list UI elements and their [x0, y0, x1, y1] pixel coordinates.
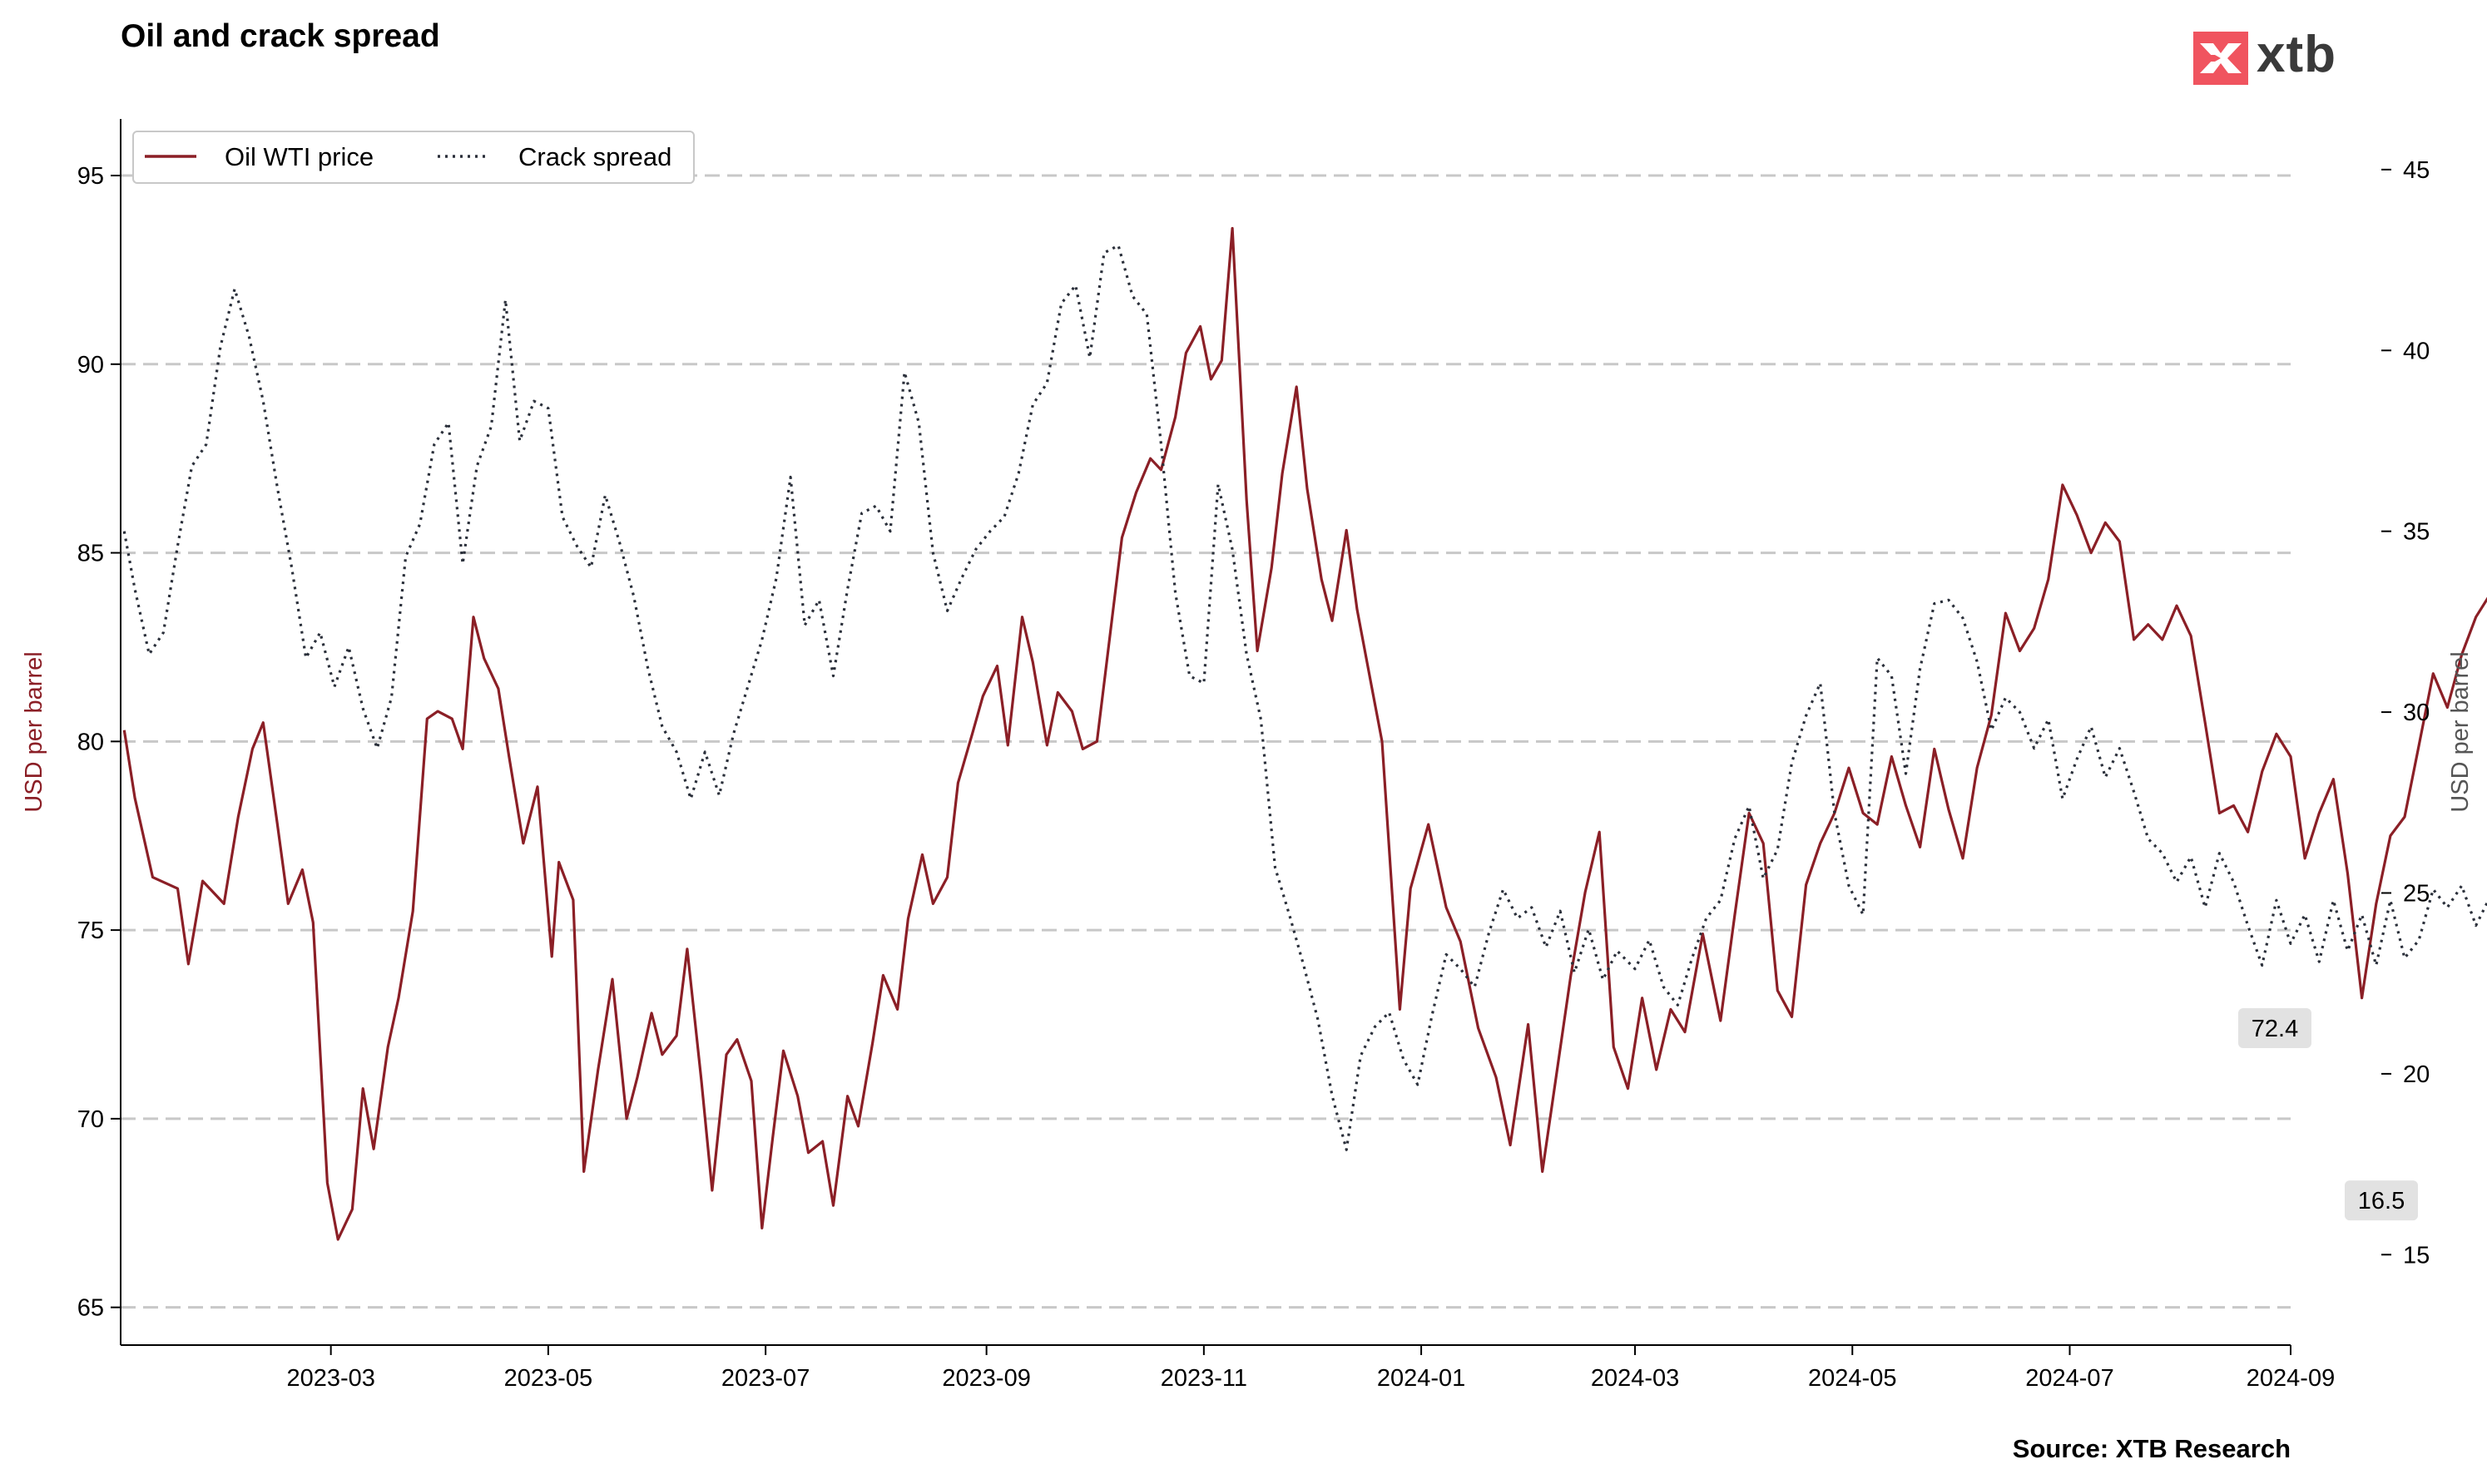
y-left-tick-label: 95 [77, 163, 104, 190]
oil-last-value-label: 72.4 [2252, 1016, 2298, 1042]
y-right-tick-label: 25 [2403, 880, 2430, 907]
legend-oil-label: Oil WTI price [225, 142, 374, 171]
y-right-tick-label: 15 [2403, 1242, 2430, 1269]
y-right-tick-label: 35 [2403, 519, 2430, 546]
x-tick-label: 2024-01 [1377, 1365, 1465, 1392]
y-right-tick-label: 20 [2403, 1061, 2430, 1088]
y-left-tick-label: 80 [77, 729, 104, 755]
x-tick-label: 2023-09 [942, 1365, 1030, 1392]
chart-title: Oil and crack spread [121, 18, 440, 54]
crack-last-value-label: 16.5 [2358, 1188, 2405, 1214]
source-note: Source: XTB Research [2012, 1434, 2291, 1463]
gridlines [121, 174, 2291, 1309]
x-tick-label: 2024-03 [1591, 1365, 1679, 1392]
x-tick-label: 2023-03 [286, 1365, 374, 1392]
y-left-tick-label: 70 [77, 1106, 104, 1133]
legend-frame [132, 131, 695, 184]
end-markers: 72.4 16.5 [2238, 1008, 2418, 1221]
legend: Oil WTI price Crack spread [132, 131, 695, 184]
y-left-tick-label: 75 [77, 918, 104, 944]
xtb-x-icon [2193, 32, 2248, 85]
y-left-tick-label: 65 [77, 1295, 104, 1322]
oil-last-value-box [2238, 1008, 2311, 1049]
y-left-tick-label: 85 [77, 541, 104, 567]
y-right-tick-label: 45 [2403, 157, 2430, 184]
x-tick-label: 2024-05 [1808, 1365, 1896, 1392]
y-axis-right-label: USD per barrel [2447, 651, 2474, 812]
x-tick-label: 2024-07 [2025, 1365, 2113, 1392]
y-right-tick-label: 40 [2403, 338, 2430, 364]
y-axis-left-label: USD per barrel [21, 651, 47, 812]
x-tick-label: 2023-05 [504, 1365, 592, 1392]
oil-series-line [122, 226, 2487, 1241]
series-layer [122, 226, 2487, 1241]
x-tick-label: 2024-09 [2247, 1365, 2335, 1392]
x-tick-label: 2023-07 [721, 1365, 810, 1392]
crack-series-line [122, 244, 2487, 1151]
crack-last-value-box [2345, 1180, 2418, 1221]
y-left-tick-label: 90 [77, 352, 104, 378]
x-tick-label: 2023-11 [1161, 1365, 1247, 1392]
y-right-tick-label: 30 [2403, 700, 2430, 726]
axes: 65 70 75 80 85 90 95 15 20 25 30 35 40 45 2023-03 2023-… [77, 119, 2430, 1392]
legend-crack-label: Crack spread [518, 142, 671, 171]
xtb-logo-text: xtb [2257, 26, 2336, 83]
